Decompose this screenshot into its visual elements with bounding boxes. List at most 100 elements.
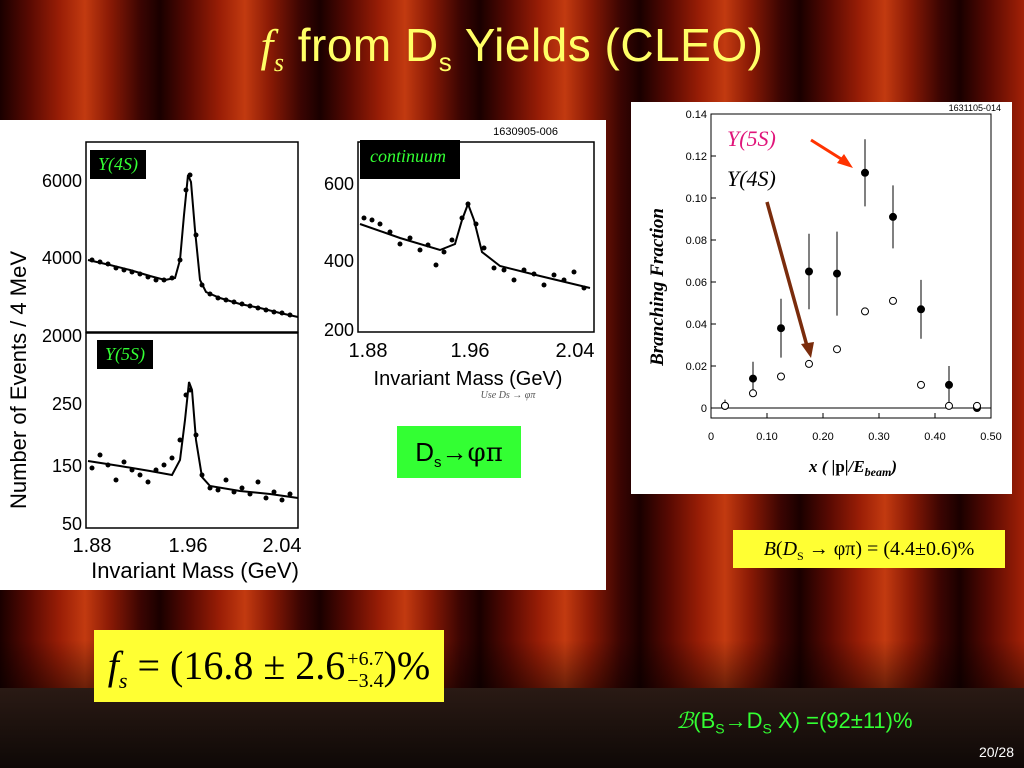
bf-x-tick-label: 0.50 <box>980 431 1001 443</box>
bf-point-y4s <box>749 389 757 398</box>
bf-x-tick-label: 0.10 <box>756 431 777 443</box>
bf-point-y5s <box>889 212 897 221</box>
arrow-y5s <box>810 138 847 164</box>
bf-point-y4s <box>945 401 953 410</box>
cont-x-tick: 2.04 <box>556 340 595 362</box>
x-axis-label: Invariant Mass (GeV) <box>91 558 299 583</box>
cont-tick: 400 <box>324 251 354 271</box>
overlay-note: Use Ds → φπ <box>481 390 537 401</box>
bf-point-y4s <box>917 380 925 389</box>
branching-fraction-chart: 1631105-014 0.14 0.12 0.10 0.08 0.06 0.04 0.02… <box>647 103 1002 479</box>
bf-y-tick-label: 0.06 <box>686 277 707 289</box>
ds-decay-box: Ds→φπ <box>397 426 521 478</box>
bf-point-y4s <box>833 345 841 354</box>
bf-y-tick-label: 0.08 <box>686 235 707 247</box>
mass-spectra-plots: 1630905-006 6000 4000 2000 250 150 50 <box>6 126 595 583</box>
arrow-y5s-head <box>837 154 853 168</box>
y5s-frame <box>85 332 299 529</box>
bsds-open: (B <box>693 708 716 733</box>
figure-id: 1630905-006 <box>493 126 558 138</box>
bsds-rest: X) =(92±11)% <box>771 708 913 733</box>
title-text-after: Yields (CLEO) <box>464 19 764 71</box>
y4s-tick: 2000 <box>42 326 82 346</box>
y4s-tick: 4000 <box>42 248 82 268</box>
bf-s: S <box>797 549 804 563</box>
bs-to-ds-result: ℬ(BS→DS X) =(92±11)% <box>676 708 913 736</box>
y5s-tick: 150 <box>52 456 82 476</box>
cont-tick: 600 <box>324 174 354 194</box>
y5s-fit-curve <box>87 381 299 499</box>
bf-point-y4s <box>861 307 869 316</box>
bf-data-points <box>721 139 981 412</box>
page-number: 20/28 <box>978 744 1014 760</box>
fs-result-box: fs = (16.8 ± 2.6 +6.7 −3.4)% <box>94 630 444 702</box>
bf-x-tick-label: 0.40 <box>924 431 945 443</box>
y5s-data-points <box>89 387 293 503</box>
x-tick: 1.88 <box>73 535 112 557</box>
bf-y-tick-label: 0.04 <box>686 319 707 331</box>
bf-y-tick-label: 0 <box>701 403 707 415</box>
bf-point-y4s <box>973 401 981 410</box>
bsds-s2: S <box>762 720 772 737</box>
arrow-y4s-head <box>801 342 814 358</box>
y4s-frame <box>85 141 299 333</box>
bf-y-tick-label: 0.10 <box>686 193 707 205</box>
bf-x-axis-label: x ( |p|/Ebeam) <box>808 457 897 479</box>
bsds-s1: S <box>715 720 725 737</box>
continuum-data-points <box>361 201 587 291</box>
cont-x-tick: 1.96 <box>451 340 490 362</box>
legend-y4s: Y(4S) <box>727 166 776 191</box>
bf-y-axis-label: Branching Fraction <box>647 208 668 367</box>
y-axis-label: Number of Events / 4 MeV <box>6 251 31 509</box>
bsds-arrow: →D <box>724 708 763 733</box>
ds-sub: s <box>433 454 442 472</box>
arrow-y4s <box>765 201 809 347</box>
branching-ratio-box: B(DS → φπ) = (4.4±0.6)% <box>733 530 1005 568</box>
script-b: ℬ <box>676 708 694 733</box>
tag-y4s: Y(4S) <box>90 150 146 179</box>
bf-x-tick-label: 0.20 <box>812 431 833 443</box>
fs-asym-errors: +6.7 −3.4 <box>347 648 383 692</box>
ds-final-state: φπ <box>467 438 503 468</box>
branching-fraction-panel: 1631105-014 0.14 0.12 0.10 0.08 0.06 0.04 0.02… <box>631 102 1012 494</box>
y5s-tick: 50 <box>62 514 82 534</box>
bf-b: B <box>763 538 776 560</box>
bf-y-tick-label: 0.14 <box>686 109 707 121</box>
bf-point-y4s <box>777 372 785 381</box>
cont-x-tick: 1.88 <box>349 340 388 362</box>
bf-open: ( <box>775 538 783 560</box>
fs-err-up: +6.7 <box>347 647 384 670</box>
bf-d: D <box>782 538 798 560</box>
y5s-tick: 250 <box>52 394 82 414</box>
cont-tick: 200 <box>324 320 354 340</box>
y4s-fit-curve <box>87 174 299 318</box>
bf-point-y5s <box>861 168 869 177</box>
fs-end: )% <box>383 643 431 688</box>
continuum-frame <box>357 141 595 333</box>
fs-s: s <box>118 668 128 693</box>
bf-x-tick-label: 0.30 <box>868 431 889 443</box>
x-tick: 1.96 <box>169 535 208 557</box>
bf-y-ticks: 0.14 0.12 0.10 0.08 0.06 0.04 0.02 0 <box>686 109 716 415</box>
fs-err-down: −3.4 <box>347 669 384 692</box>
ds-prefix: D <box>415 437 434 467</box>
bf-point-y5s <box>833 269 841 278</box>
bf-point-y5s <box>777 324 785 333</box>
figure-id-right: 1631105-014 <box>949 103 1001 113</box>
bf-x-ticks: 0 0.10 0.20 0.30 0.40 0.50 <box>708 413 1002 443</box>
mass-spectra-panel: 1630905-006 6000 4000 2000 250 150 50 <box>0 120 606 590</box>
tag-y5s: Y(5S) <box>97 340 153 369</box>
fs-symbol: f <box>260 20 274 71</box>
bf-y-tick-label: 0.02 <box>686 361 707 373</box>
bf-point-y5s <box>805 267 813 276</box>
bf-frame <box>710 113 992 419</box>
fs-sub: s <box>273 48 285 78</box>
bf-point-y4s <box>721 401 729 410</box>
x-tick: 2.04 <box>263 535 302 557</box>
bf-point-y5s <box>945 380 953 389</box>
page-title: fs from Ds Yields (CLEO) <box>0 18 1024 78</box>
bf-y-tick-label: 0.12 <box>686 151 707 163</box>
y4s-data-points <box>89 172 293 318</box>
bf-point-y5s <box>917 305 925 314</box>
bf-point-y5s <box>749 374 757 383</box>
